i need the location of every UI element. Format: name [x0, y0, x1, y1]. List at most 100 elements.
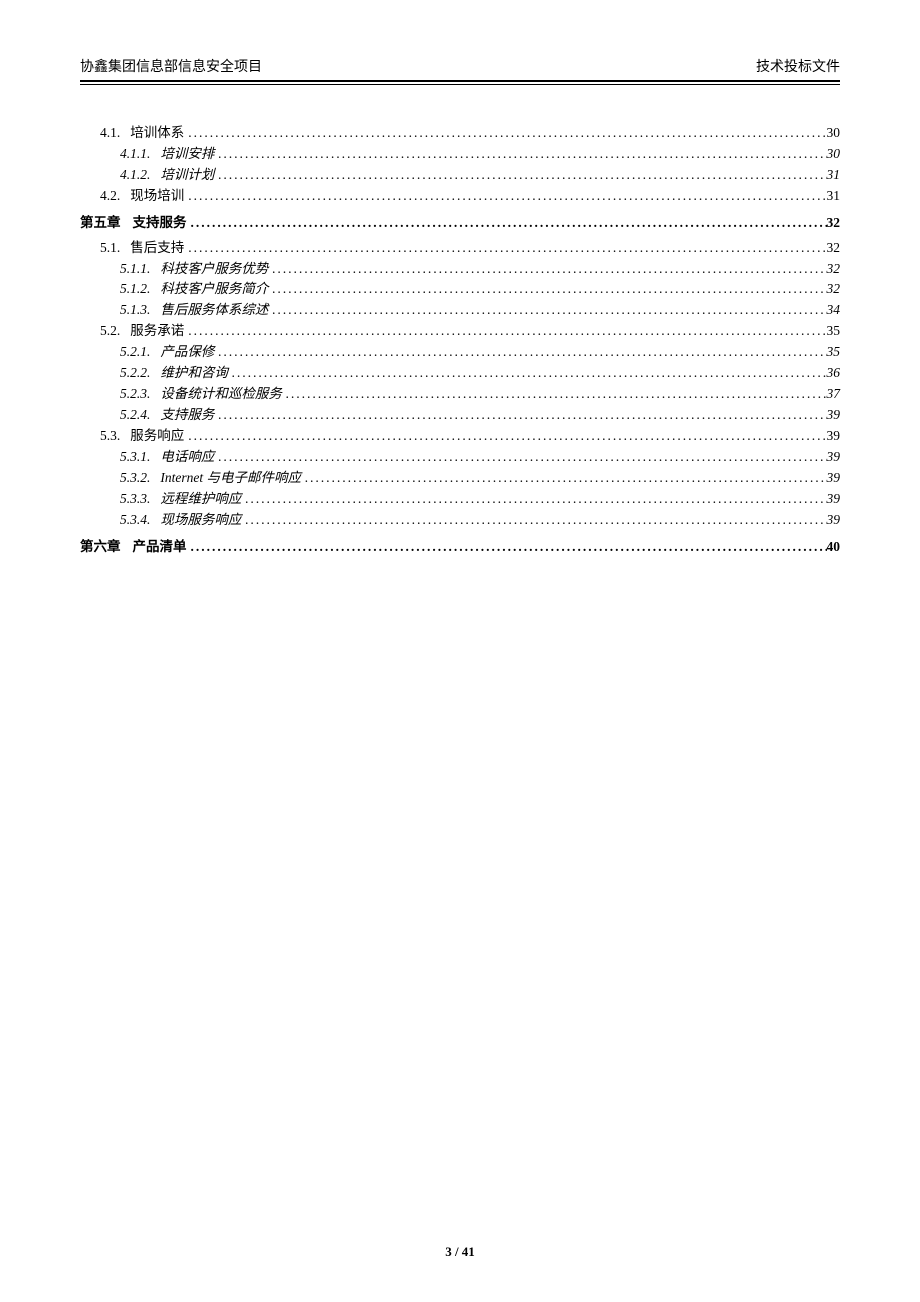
toc-number: 4.1.2.: [120, 165, 160, 186]
toc-title: 服务响应: [130, 426, 184, 447]
toc-page-number: 39: [827, 468, 841, 489]
toc-number: 5.2.1.: [120, 342, 160, 363]
toc-title: 现场培训: [130, 186, 184, 207]
toc-leader-dots: [187, 213, 827, 234]
toc-entry: 5.3.服务响应 39: [80, 426, 840, 447]
header-left: 协鑫集团信息部信息安全项目: [80, 56, 262, 76]
toc-title: 售后服务体系综述: [160, 300, 268, 321]
toc-title: 科技客户服务简介: [160, 279, 268, 300]
toc-page-number: 31: [827, 186, 841, 207]
toc-number: 5.1.1.: [120, 259, 160, 280]
toc-entry: 4.1.培训体系30: [80, 123, 840, 144]
toc-number: 第六章: [80, 537, 133, 558]
toc-page-number: 30: [827, 144, 841, 165]
toc-leader-dots: [268, 259, 826, 280]
toc-leader-dots: [184, 186, 826, 207]
toc-number: 5.2.2.: [120, 363, 160, 384]
toc-entry: 5.2.2.维护和咨询 36: [80, 363, 840, 384]
toc-page-number: 35: [827, 321, 841, 342]
toc-leader-dots: [282, 384, 827, 405]
toc-leader-dots: [214, 165, 826, 186]
toc-number: 5.1.: [100, 238, 130, 259]
toc-title: 服务承诺: [130, 321, 184, 342]
toc-chapter: 第六章产品清单 40: [80, 537, 840, 558]
toc-entry: 5.1.售后支持 32: [80, 238, 840, 259]
header-rule: [80, 84, 840, 85]
page-number: 3 / 41: [445, 1244, 475, 1259]
toc-entry: 5.1.3.售后服务体系综述34: [80, 300, 840, 321]
toc-number: 5.3.3.: [120, 489, 160, 510]
toc-number: 5.3.4.: [120, 510, 160, 531]
toc-number: 5.2.: [100, 321, 130, 342]
toc-leader-dots: [214, 447, 826, 468]
page-header: 协鑫集团信息部信息安全项目 技术投标文件: [80, 56, 840, 82]
toc-title: 售后支持: [130, 238, 184, 259]
toc-number: 4.2.: [100, 186, 130, 207]
toc-title: 电话响应: [160, 447, 214, 468]
toc-entry: 5.2.1.产品保修35: [80, 342, 840, 363]
toc-page-number: 36: [827, 363, 841, 384]
toc-number: 5.2.4.: [120, 405, 160, 426]
toc-title: 培训安排: [160, 144, 214, 165]
toc-page-number: 32: [827, 238, 841, 259]
toc-leader-dots: [228, 363, 827, 384]
toc-page-number: 32: [827, 259, 841, 280]
toc-title: 设备统计和巡检服务: [160, 384, 282, 405]
toc-title: 现场服务响应: [160, 510, 241, 531]
toc-leader-dots: [268, 300, 826, 321]
toc-page-number: 39: [827, 489, 841, 510]
toc-page-number: 35: [827, 342, 841, 363]
toc-leader-dots: [184, 321, 826, 342]
toc-page-number: 32: [827, 279, 841, 300]
toc-leader-dots: [214, 405, 826, 426]
toc-page-number: 40: [827, 537, 841, 558]
page-footer: 3 / 41: [0, 1244, 920, 1260]
toc-number: 第五章: [80, 213, 133, 234]
toc-title: 产品清单: [133, 537, 187, 558]
toc-entry: 5.2.3.设备统计和巡检服务 37: [80, 384, 840, 405]
toc-entry: 5.3.3.远程维护响应39: [80, 489, 840, 510]
toc-title: 培训体系: [130, 123, 184, 144]
toc-leader-dots: [214, 342, 826, 363]
toc-page-number: 37: [827, 384, 841, 405]
document-page: 协鑫集团信息部信息安全项目 技术投标文件 4.1.培训体系304.1.1.培训安…: [0, 0, 920, 1302]
toc-number: 5.3.: [100, 426, 130, 447]
toc-leader-dots: [184, 238, 826, 259]
toc-number: 4.1.1.: [120, 144, 160, 165]
toc-entry: 4.2.现场培训 31: [80, 186, 840, 207]
toc-entry: 5.3.4.现场服务响应 39: [80, 510, 840, 531]
table-of-contents: 4.1.培训体系304.1.1.培训安排304.1.2.培训计划314.2.现场…: [80, 123, 840, 557]
toc-page-number: 39: [827, 510, 841, 531]
toc-page-number: 31: [827, 165, 841, 186]
toc-chapter: 第五章支持服务 32: [80, 213, 840, 234]
toc-leader-dots: [268, 279, 826, 300]
toc-title: Internet 与电子邮件响应: [160, 468, 301, 489]
toc-leader-dots: [214, 144, 826, 165]
toc-entry: 5.2.服务承诺 35: [80, 321, 840, 342]
toc-page-number: 39: [827, 405, 841, 426]
toc-leader-dots: [187, 537, 827, 558]
toc-leader-dots: [241, 510, 826, 531]
toc-entry: 4.1.2.培训计划 31: [80, 165, 840, 186]
toc-title: 维护和咨询: [160, 363, 228, 384]
toc-page-number: 30: [827, 123, 841, 144]
toc-page-number: 32: [827, 213, 841, 234]
toc-number: 5.1.2.: [120, 279, 160, 300]
toc-title: 培训计划: [160, 165, 214, 186]
toc-entry: 5.3.2.Internet 与电子邮件响应 39: [80, 468, 840, 489]
toc-page-number: 39: [827, 426, 841, 447]
toc-leader-dots: [301, 468, 827, 489]
toc-number: 5.3.2.: [120, 468, 160, 489]
toc-entry: 5.2.4.支持服务 39: [80, 405, 840, 426]
toc-entry: 5.1.1.科技客户服务优势32: [80, 259, 840, 280]
header-right: 技术投标文件: [756, 56, 840, 76]
toc-leader-dots: [241, 489, 826, 510]
toc-leader-dots: [184, 426, 826, 447]
toc-number: 5.2.3.: [120, 384, 160, 405]
toc-title: 支持服务: [160, 405, 214, 426]
toc-number: 5.3.1.: [120, 447, 160, 468]
toc-entry: 5.3.1.电话响应39: [80, 447, 840, 468]
toc-entry: 4.1.1.培训安排 30: [80, 144, 840, 165]
toc-page-number: 34: [827, 300, 841, 321]
toc-title: 支持服务: [133, 213, 187, 234]
